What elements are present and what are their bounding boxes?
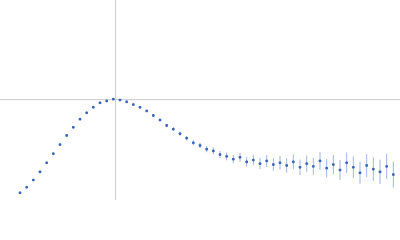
data-point	[251, 158, 255, 162]
data-point	[138, 105, 142, 109]
data-point	[145, 109, 149, 113]
data-point	[245, 160, 249, 164]
data-point	[118, 98, 122, 102]
data-point	[198, 144, 202, 147]
data-point	[158, 118, 162, 122]
data-point	[298, 165, 302, 169]
data-point	[205, 147, 209, 151]
data-point	[71, 125, 75, 129]
data-point	[98, 101, 102, 105]
chart	[0, 0, 400, 200]
data-point	[125, 100, 129, 104]
data-point	[391, 173, 395, 176]
data-point	[85, 111, 89, 115]
data-point	[278, 161, 282, 165]
data-point	[325, 166, 329, 170]
data-point	[225, 154, 229, 158]
data-point	[178, 132, 182, 136]
data-point	[45, 161, 49, 165]
data-point	[231, 157, 235, 161]
data-point	[185, 136, 189, 140]
data-point	[91, 105, 95, 109]
data-point	[285, 164, 289, 167]
data-point	[111, 97, 115, 101]
data-point	[31, 178, 35, 182]
data-point	[378, 170, 382, 174]
data-point	[78, 117, 82, 121]
data-point	[51, 152, 55, 156]
data-point	[265, 159, 269, 163]
data-point	[211, 149, 215, 153]
page: {"chart_data": {"type": "scatter", "xlim…	[0, 0, 400, 200]
data-point	[371, 167, 375, 171]
data-point	[258, 162, 262, 166]
data-point	[291, 160, 295, 164]
data-point	[345, 161, 349, 165]
data-point	[65, 134, 69, 137]
data-point	[18, 191, 22, 195]
data-point	[58, 143, 62, 146]
data-point	[38, 170, 42, 174]
data-point	[191, 141, 195, 145]
data-point	[365, 164, 369, 167]
data-point	[105, 99, 109, 103]
data-point	[338, 168, 342, 172]
data-point	[358, 171, 362, 175]
data-point	[131, 103, 135, 106]
data-point	[25, 185, 29, 189]
data-point	[271, 163, 275, 166]
data-point	[311, 164, 315, 168]
data-point	[151, 114, 155, 117]
data-point	[318, 159, 322, 163]
data-point	[331, 163, 335, 166]
data-point	[218, 153, 222, 156]
data-point	[171, 127, 175, 131]
data-point	[305, 162, 309, 166]
data-point	[351, 165, 355, 169]
data-point	[238, 155, 242, 159]
data-point	[385, 164, 389, 168]
data-point	[165, 124, 169, 127]
